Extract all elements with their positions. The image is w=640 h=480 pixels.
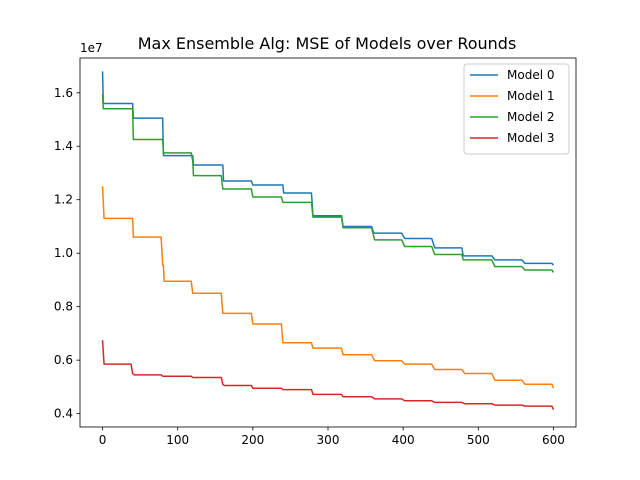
legend-label-model-0: Model 0 bbox=[507, 68, 554, 82]
series-line-model-1 bbox=[101, 186, 555, 389]
legend-label-model-2: Model 2 bbox=[507, 110, 554, 124]
legend-box bbox=[463, 63, 570, 155]
x-tick-label: 300 bbox=[317, 433, 340, 447]
series-line-model-3 bbox=[101, 340, 555, 410]
series-layer bbox=[101, 71, 555, 410]
x-tick-label: 600 bbox=[542, 433, 565, 447]
series-line-model-2 bbox=[101, 94, 555, 273]
x-tick-label: 400 bbox=[392, 433, 415, 447]
legend-label-model-1: Model 1 bbox=[507, 89, 554, 103]
legend: Model 0 Model 1 Model 2 Model 3 bbox=[463, 63, 570, 155]
y-tick-label: 1.6 bbox=[54, 86, 73, 100]
y-tick-label: 0.4 bbox=[54, 407, 73, 421]
y-tick-label: 1.2 bbox=[54, 193, 73, 207]
y-tick-label: 0.8 bbox=[54, 300, 73, 314]
x-tick-label: 100 bbox=[166, 433, 189, 447]
series-line-model-0 bbox=[101, 71, 555, 266]
y-tick-label: 0.6 bbox=[54, 353, 73, 367]
chart-title: Max Ensemble Alg: MSE of Models over Rou… bbox=[138, 34, 517, 53]
x-tick-label: 200 bbox=[241, 433, 264, 447]
y-offset-label: 1e7 bbox=[80, 41, 103, 55]
x-tick-label: 500 bbox=[467, 433, 490, 447]
ticks-layer: 0 100 200 300 400 500 600 0.4 0.6 0.8 1.0 1.2 1.4 1.6 bbox=[54, 86, 565, 447]
legend-label-model-3: Model 3 bbox=[507, 131, 554, 145]
y-tick-label: 1.0 bbox=[54, 246, 73, 260]
y-tick-label: 1.4 bbox=[54, 139, 73, 153]
x-tick-label: 0 bbox=[99, 433, 107, 447]
